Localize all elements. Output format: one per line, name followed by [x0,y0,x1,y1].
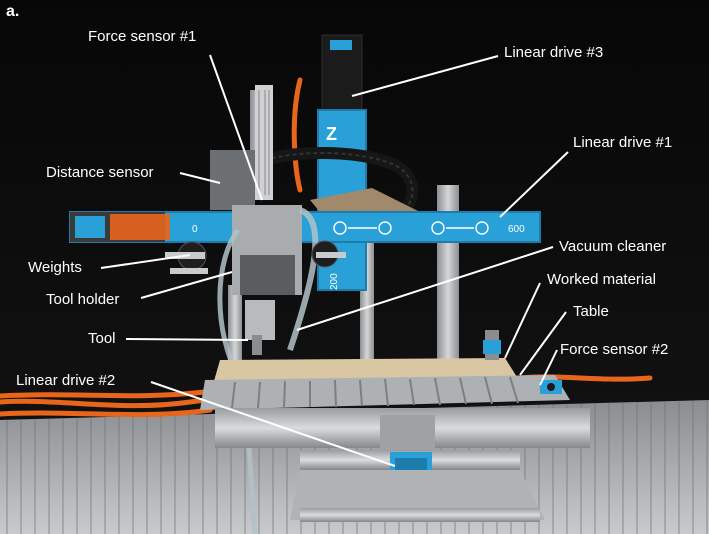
label-force-sensor-1: Force sensor #1 [88,28,197,45]
linear-drive-1: 0 600 [69,211,541,243]
label-tool-holder: Tool holder [46,291,120,308]
label-worked-material: Worked material [547,271,656,288]
leader-lines [100,54,569,467]
label-linear-drive-2: Linear drive #2 [16,372,116,389]
cable-chain [263,147,419,218]
orange-cables [0,77,653,418]
x-end-text: 600 [508,224,525,235]
linear-drive-2 [290,450,545,522]
x-start-text: 0 [192,224,198,235]
worktable [200,358,590,455]
label-linear-drive-3: Linear drive #3 [504,44,604,61]
label-tool: Tool [88,330,116,347]
label-distance-sensor: Distance sensor [46,164,154,181]
panel-label: a. [6,3,20,20]
label-force-sensor-2: Force sensor #2 [560,341,669,358]
wood-block [310,188,420,212]
label-weights: Weights [28,259,82,276]
label-table: Table [573,303,609,320]
z-axis-text: Z [326,124,337,144]
force-sensor-2 [483,330,562,394]
y-end-text: 200 [329,273,340,290]
label-vacuum-cleaner: Vacuum cleaner [559,238,667,255]
label-linear-drive-1: Linear drive #1 [573,134,673,151]
